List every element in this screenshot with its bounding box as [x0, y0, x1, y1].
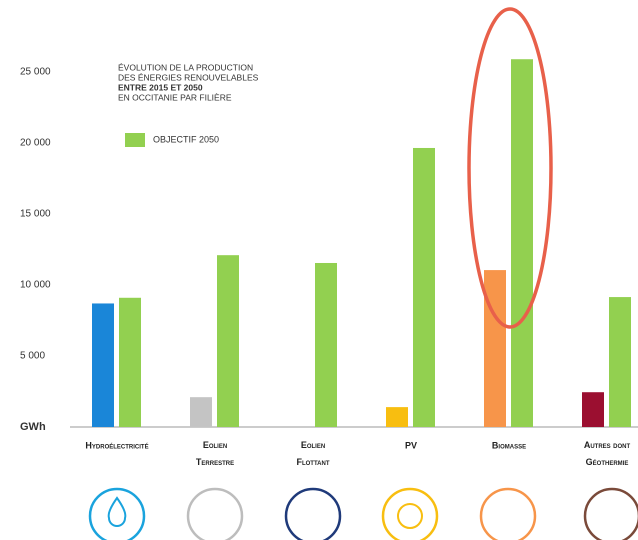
icon-biomasse — [479, 487, 537, 540]
icon-pv — [381, 487, 439, 540]
legend-swatch — [125, 133, 145, 147]
icons — [88, 487, 638, 540]
icon-autres — [583, 487, 638, 540]
bar — [484, 270, 506, 427]
bar — [511, 59, 533, 427]
y-tick-label: 10 000 — [20, 280, 51, 291]
y-tick-label: 5 000 — [20, 351, 45, 362]
y-axis-label: GWh — [20, 421, 46, 433]
icon-flottant — [284, 487, 342, 540]
highlight-ellipse — [467, 7, 553, 329]
bar — [386, 407, 408, 427]
bar — [413, 147, 435, 427]
legend-label: OBJECTIF 2050 — [153, 134, 219, 144]
icon-hydro — [88, 487, 146, 540]
bar — [582, 392, 604, 427]
bar — [92, 303, 114, 427]
x-tick-label: PV — [405, 440, 417, 450]
bar — [315, 262, 337, 427]
y-tick-label: 20 000 — [20, 138, 51, 149]
y-tick-label: 25 000 — [20, 67, 51, 78]
icon-drop — [107, 496, 127, 527]
bar — [119, 297, 141, 427]
icon-sun — [397, 503, 423, 529]
icon-eolien — [186, 487, 244, 540]
x-tick-label: Biomasse — [492, 440, 526, 450]
title-line: ENTRE 2015 ET 2050 — [118, 82, 203, 92]
x-tick-label: Autres dont Géothermie — [584, 440, 631, 467]
bar — [609, 297, 631, 427]
x-tick-label: Eolien Terrestre — [196, 440, 234, 467]
y-tick-label: 15 000 — [20, 209, 51, 220]
bar — [217, 255, 239, 427]
x-tick-label: Eolien Flottant — [296, 440, 329, 467]
title-line: DES ÉNERGIES RENOUVELABLES — [118, 72, 259, 82]
bar — [190, 397, 212, 427]
title-line: EN OCCITANIE PAR FILIÈRE — [118, 92, 232, 102]
title-line: ÉVOLUTION DE LA PRODUCTION — [118, 62, 253, 72]
x-tick-label: Hydroélectricité — [85, 440, 148, 450]
